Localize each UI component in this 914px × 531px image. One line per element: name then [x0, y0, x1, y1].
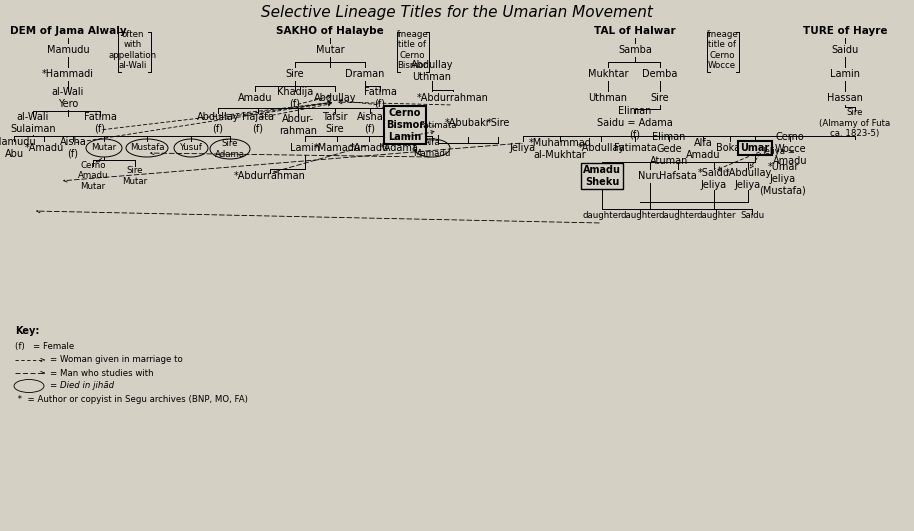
Text: lineage
title of
Cerno
Wocce: lineage title of Cerno Wocce: [707, 30, 738, 70]
Text: Hassan: Hassan: [827, 93, 863, 103]
Text: Samba: Samba: [618, 45, 652, 55]
Text: Demba: Demba: [643, 69, 677, 79]
Text: Abdullay
(f): Abdullay (f): [197, 112, 239, 134]
Text: Sire
Adama: Sire Adama: [215, 139, 245, 159]
Text: Aisha
(f): Aisha (f): [59, 137, 87, 159]
Text: al-Wali
Yero: al-Wali Yero: [52, 87, 84, 109]
Text: *Mamadu: *Mamadu: [314, 143, 360, 153]
Text: *Sire: *Sire: [486, 118, 510, 128]
Text: Mutar: Mutar: [315, 45, 345, 55]
Text: DEM of Jama Alwaly: DEM of Jama Alwaly: [10, 26, 126, 36]
Text: Eliman
Saidu = Adama
(f): Eliman Saidu = Adama (f): [597, 106, 673, 140]
Text: Fatima
(f): Fatima (f): [364, 87, 397, 109]
Text: (f)   = Female: (f) = Female: [15, 342, 74, 352]
Text: Abdur-
rahman: Abdur- rahman: [279, 114, 317, 136]
Text: Mukhtar: Mukhtar: [588, 69, 628, 79]
Text: Mamudu: Mamudu: [47, 45, 90, 55]
Text: Cerno
Bismor
Lamin: Cerno Bismor Lamin: [386, 108, 424, 142]
Text: = Man who studies with: = Man who studies with: [50, 369, 154, 378]
Text: *Abdullay
Jeliya: *Abdullay Jeliya: [725, 168, 771, 190]
Text: Saidu: Saidu: [740, 211, 764, 220]
Text: = Woman given in marriage to: = Woman given in marriage to: [50, 355, 183, 364]
Text: daughter: daughter: [582, 211, 622, 220]
Text: TAL of Halwar: TAL of Halwar: [594, 26, 675, 36]
Text: Hajata
(f): Hajata (f): [242, 112, 274, 134]
Text: Sire
Mutar: Sire Mutar: [122, 166, 147, 186]
Text: Fatima
(f): Fatima (f): [83, 112, 116, 134]
Text: *Muhammad
al-Mukhtar: *Muhammad al-Mukhtar: [528, 138, 591, 160]
Text: *Abdurrahman: *Abdurrahman: [234, 171, 306, 181]
Text: Khadija
(f): Khadija (f): [277, 87, 314, 109]
Text: Saidu: Saidu: [832, 45, 858, 55]
Text: Amadu: Amadu: [238, 93, 272, 103]
Text: Selective Lineage Titles for the Umarian Movement: Selective Lineage Titles for the Umarian…: [261, 4, 653, 20]
Text: *Abubakr: *Abubakr: [445, 118, 491, 128]
Text: Fatimata: Fatimata: [420, 122, 457, 131]
Text: Mustafa: Mustafa: [130, 143, 165, 152]
Text: *Hammadi: *Hammadi: [42, 69, 94, 79]
Text: Lamin: Lamin: [830, 69, 860, 79]
Text: Jeliya =: Jeliya =: [762, 147, 795, 156]
Text: Hafsata: Hafsata: [659, 171, 696, 181]
Text: *Abdullay: *Abdullay: [578, 143, 624, 153]
Text: Jeliya: Jeliya: [510, 143, 537, 153]
Text: Tafsir
Sire: Tafsir Sire: [323, 112, 347, 134]
Text: daughter: daughter: [696, 211, 736, 220]
Text: Aisha
(f): Aisha (f): [356, 112, 383, 134]
Text: Alfa
Amadu: Alfa Amadu: [686, 138, 720, 160]
Text: Cerno
Amadu
Mutar: Cerno Amadu Mutar: [78, 161, 108, 191]
Text: *Amadu: *Amadu: [349, 143, 388, 153]
Text: Sire: Sire: [286, 69, 304, 79]
Text: Nuru: Nuru: [638, 171, 662, 181]
Text: Lamin: Lamin: [290, 143, 320, 153]
Text: daughter: daughter: [621, 211, 660, 220]
Text: Key:: Key:: [15, 326, 39, 336]
Text: *Umar
Jeliya
(Mustafa): *Umar Jeliya (Mustafa): [760, 162, 806, 195]
Text: Abdullay
Uthman: Abdullay Uthman: [410, 60, 453, 82]
Text: *Amadu: *Amadu: [25, 143, 64, 153]
Text: *Saidu
Jeliya: *Saidu Jeliya: [698, 168, 730, 190]
Text: TURE of Hayre: TURE of Hayre: [802, 26, 887, 36]
Text: Alfa
Mamadu: Alfa Mamadu: [413, 138, 451, 158]
Text: Sire: Sire: [651, 93, 669, 103]
Text: lineage
title of
Cerno
Bismor: lineage title of Cerno Bismor: [396, 30, 428, 70]
Text: Amadu
Sheku: Amadu Sheku: [583, 165, 621, 187]
Text: Mamudu
Abu: Mamudu Abu: [0, 137, 36, 159]
Text: Cerno
Wocce
Amadu: Cerno Wocce Amadu: [772, 132, 807, 166]
Text: Yusuf: Yusuf: [179, 143, 202, 152]
Text: *Abdurrahman: *Abdurrahman: [417, 93, 489, 103]
Text: *Adama: *Adama: [379, 143, 419, 153]
Text: = Died in jihād: = Died in jihād: [50, 381, 114, 390]
Text: Fatimata: Fatimata: [613, 143, 656, 153]
Text: Eliman
Gede
Atuman: Eliman Gede Atuman: [650, 132, 688, 166]
Text: often
with
appellation
al-Wali: often with appellation al-Wali: [109, 30, 157, 70]
Text: Uthman: Uthman: [589, 93, 628, 103]
Text: Abdullay: Abdullay: [314, 93, 356, 103]
Text: Draman: Draman: [345, 69, 385, 79]
Text: daughter: daughter: [658, 211, 697, 220]
Text: al-Wali
Sulaiman: al-Wali Sulaiman: [10, 112, 56, 134]
Text: *  = Author or copyist in Segu archives (BNP, MO, FA): * = Author or copyist in Segu archives (…: [15, 395, 248, 404]
Text: SAKHO of Halaybe: SAKHO of Halaybe: [276, 26, 384, 36]
Text: Umar: Umar: [740, 143, 770, 153]
Text: Mutar: Mutar: [91, 143, 117, 152]
Text: Sire
(Almamy of Futa
ca. 1823-5): Sire (Almamy of Futa ca. 1823-5): [819, 108, 890, 138]
Text: Bokar: Bokar: [716, 143, 744, 153]
